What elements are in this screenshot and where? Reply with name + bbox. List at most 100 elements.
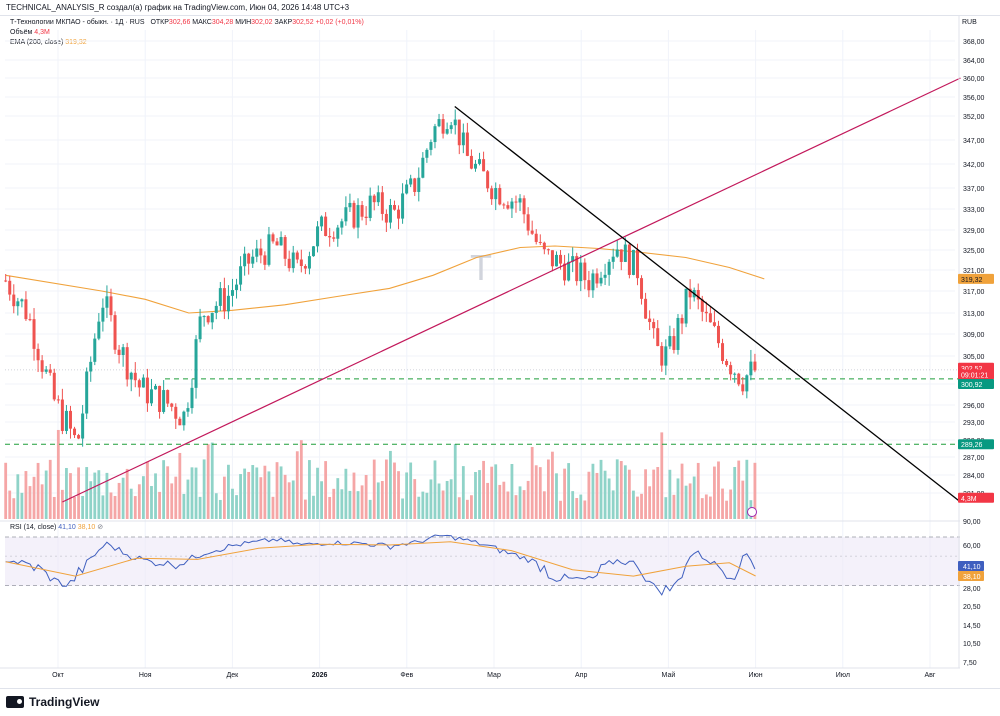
candle-body [149, 389, 153, 404]
price-label-box [958, 273, 994, 284]
candle-body [506, 205, 510, 209]
rsi-legend[interactable]: RSI (14, close) 41,10 38,10 ⊘ [10, 523, 103, 533]
price-chart[interactable]: T 368,00 364,00 360,00 356,00 352,00 347,00 342… [0, 0, 1000, 688]
price-tick: 313,00 [963, 311, 985, 318]
price-tick: 360,00 [963, 76, 985, 83]
volume-bar [376, 482, 380, 519]
candle-body [32, 319, 36, 349]
volume-bar [526, 480, 530, 519]
candle-body [672, 336, 676, 350]
candle-body [121, 347, 125, 356]
price-tick: 352,00 [963, 114, 985, 121]
low-value: 302,02 [251, 19, 273, 26]
candle-body [141, 377, 145, 388]
symbol-legend[interactable]: Т-Технологии МКПАО - обыкн. · 1Д · RUS О… [10, 18, 364, 28]
candle-body [129, 372, 133, 380]
candle-body [247, 253, 251, 264]
candle-body [251, 256, 255, 264]
candle-body [16, 301, 20, 307]
candle-body [559, 254, 563, 264]
volume-bar [619, 461, 623, 519]
time-tick: Июн [749, 672, 763, 679]
volume-bar [40, 484, 44, 519]
candle-body [368, 195, 372, 218]
time-tick: Дек [227, 672, 240, 679]
candle-body [708, 313, 712, 323]
candle-body [591, 273, 595, 291]
candle-body [461, 132, 465, 146]
volume-bar [222, 476, 226, 519]
price-tick: 364,00 [963, 58, 985, 65]
volume-bar [283, 474, 287, 519]
rsi-tick: 41,10 [963, 564, 981, 571]
candle-body [364, 216, 368, 218]
symbol-title: Т-Технологии МКПАО - обыкн. · 1Д · RUS [10, 19, 145, 26]
candle-body [688, 288, 692, 298]
candle-body [202, 316, 206, 318]
candle-body [530, 230, 534, 234]
candle-body [725, 360, 729, 366]
volume-bar [12, 498, 16, 519]
candle-body [534, 233, 538, 242]
volume-bar [279, 466, 283, 519]
volume-bar [583, 500, 587, 519]
volume-bar [16, 474, 20, 519]
volume-bar [567, 463, 571, 519]
candle-body [259, 248, 263, 256]
candle-body [186, 408, 190, 412]
volume-bar [93, 472, 97, 519]
candle-body [421, 157, 425, 178]
volume-bar [360, 485, 364, 519]
candle-body [291, 252, 295, 269]
volume-bar [174, 476, 178, 519]
candle-body [287, 258, 291, 269]
volume-bar [303, 499, 307, 519]
price-label: 302,52 [961, 366, 983, 373]
candle-body [299, 259, 303, 267]
tradingview-logo[interactable]: TradingView [6, 695, 99, 709]
volume-bar [721, 488, 724, 519]
volume-bar [640, 493, 643, 519]
volume-bar [648, 486, 652, 519]
volume-bar [692, 476, 696, 519]
price-tick: 337,00 [963, 186, 985, 193]
volume-bar [316, 467, 319, 519]
ema-legend[interactable]: EMA (200, close) 319,32 [10, 38, 87, 48]
price-label-box [958, 439, 994, 450]
volume-bar [534, 465, 538, 519]
rsi-settings-icon[interactable]: ⊘ [97, 524, 104, 531]
candle-body [230, 290, 234, 296]
candle-body [457, 119, 461, 146]
currency-label: RUB [962, 19, 977, 26]
candle-body [445, 129, 449, 134]
volume-bar [704, 494, 708, 519]
candle-body [583, 262, 587, 281]
time-axis: Окт Ноя Дек 2026 Фев Мар Апр Май Июн Июл Авг [52, 671, 936, 679]
candle-body [372, 195, 376, 203]
candle-body [340, 221, 344, 228]
candle-body [267, 234, 271, 265]
candle-body [441, 119, 445, 134]
candle-body [502, 204, 506, 206]
attribution-bar: TECHNICAL_ANALYSIS_R создал(а) график на… [0, 0, 1000, 16]
candle-body [510, 201, 514, 209]
volume-bar [393, 462, 396, 519]
candle-body [178, 418, 182, 426]
volume-bar [575, 498, 579, 519]
volume-bar [510, 464, 514, 519]
rsi-label: RSI (14, close) [10, 524, 57, 531]
candle-body [603, 274, 607, 278]
rsi-band-fill [5, 537, 960, 586]
footer-bar: TradingView [0, 688, 1000, 716]
volume-legend[interactable]: Объём 4,3M [10, 28, 50, 38]
candle-body [644, 298, 648, 319]
volume-bar [652, 469, 656, 519]
volume-bar [461, 466, 465, 519]
candle-body [133, 372, 137, 381]
candle-body [413, 178, 417, 192]
price-tick: 321,00 [963, 268, 985, 275]
candle-body [700, 299, 704, 312]
volume-bar [364, 474, 368, 519]
volume-bar [474, 471, 477, 519]
volume-bar [275, 462, 279, 519]
